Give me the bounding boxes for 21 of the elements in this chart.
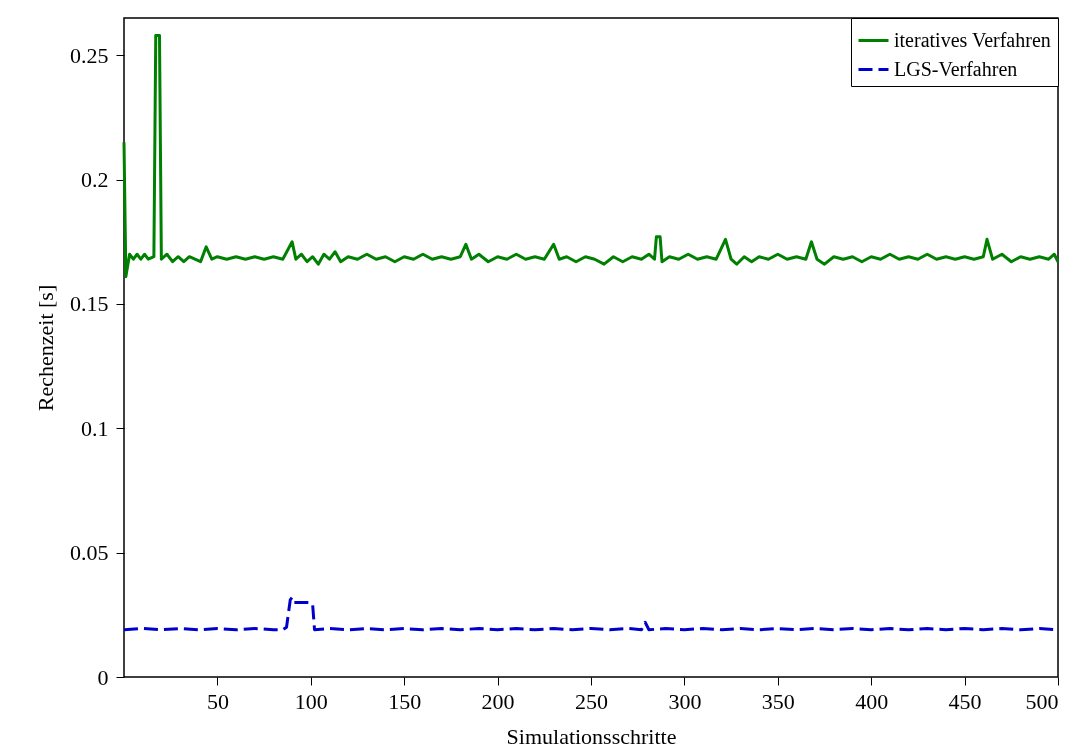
y-tick-label: 0 <box>97 664 109 690</box>
x-tick-label: 100 <box>294 688 328 714</box>
line-series <box>122 33 1060 279</box>
x-tick-label: 200 <box>481 688 515 714</box>
x-tick-label: 350 <box>761 688 795 714</box>
x-tick-label: 400 <box>855 688 889 714</box>
y-tick-label: 0.1 <box>81 415 109 441</box>
y-tick-label: 0.15 <box>70 291 109 317</box>
y-axis-title: Rechenzeit [s] <box>33 284 58 412</box>
y-tick-label: 0.25 <box>70 42 109 68</box>
x-tick-label: 150 <box>388 688 422 714</box>
x-tick-label: 250 <box>575 688 608 714</box>
x-tick-label: 450 <box>948 688 982 714</box>
x-tick-label: 50 <box>206 688 229 714</box>
legend-label: LGS-Verfahren <box>894 57 1018 80</box>
x-tick-label: 300 <box>668 688 702 714</box>
x-tick-label: 500 <box>1025 688 1059 714</box>
legend-label: iteratives Verfahren <box>894 28 1051 51</box>
y-tick-label: 0.05 <box>70 540 109 566</box>
x-axis-title: Simulationsschritte <box>506 723 677 749</box>
y-tick-label: 0.2 <box>81 167 109 193</box>
